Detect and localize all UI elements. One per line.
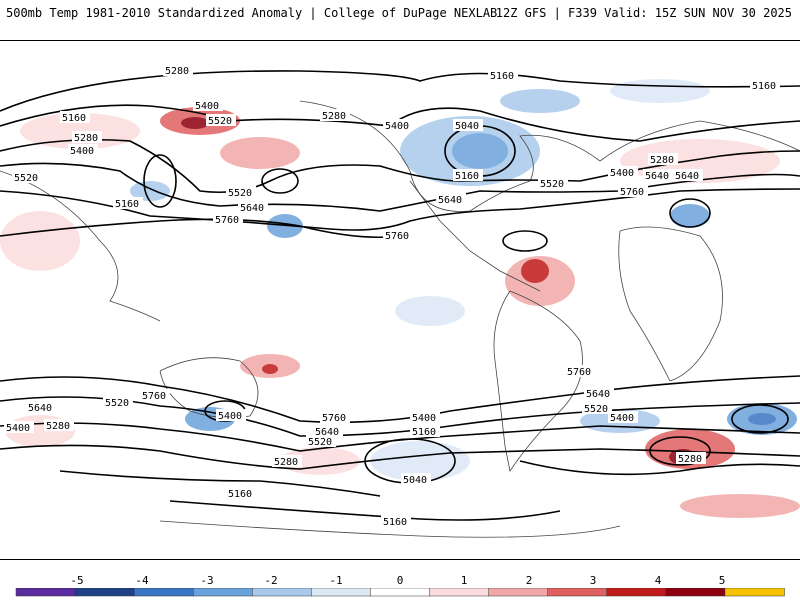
contour-label: 5400	[70, 146, 94, 157]
contour-label: 5400	[195, 101, 219, 112]
contour-label: 5280	[274, 457, 298, 468]
colorbar-tick: 5	[718, 574, 726, 587]
contour-label: 5400	[385, 121, 409, 132]
contour-label: 5280	[650, 155, 674, 166]
contour-label: 5160	[412, 427, 436, 438]
contour-label: 5400	[412, 413, 436, 424]
contour-label: 5640	[586, 389, 610, 400]
map-canvas: 5280 5160 5400 5280 5160 5520 5400 5280 …	[0, 64, 800, 538]
colorbar-swatch	[252, 588, 313, 597]
contour-label: 5280	[165, 66, 189, 77]
contour-label: 5040	[403, 475, 427, 486]
contour-label: 5280	[678, 454, 702, 465]
colorbar-tick: 2	[525, 574, 533, 587]
header: 500mb Temp 1981-2010 Standardized Anomal…	[0, 0, 800, 28]
contour-label: 5760	[385, 231, 409, 242]
contour-label: 5160	[62, 113, 86, 124]
colorbar-ticks: -5 -4 -3 -2 -1 0 1 2 3 4 5	[0, 574, 800, 587]
contour-label: 5520	[308, 437, 332, 448]
contour-label: 5760	[142, 391, 166, 402]
contour-label: 5520	[540, 179, 564, 190]
run-info: 12Z GFS | F339 Valid: 15Z SUN NOV 30 202…	[495, 6, 792, 20]
contour-label: 5280	[46, 421, 70, 432]
contour-label: 5760	[322, 413, 346, 424]
colorbar-swatch	[370, 588, 431, 597]
contour-label: 5400	[610, 168, 634, 179]
contour-label: 5640	[240, 203, 264, 214]
colorbar-swatch	[74, 588, 135, 597]
colorbar-swatch	[665, 588, 726, 597]
colorbar-tick: -2	[264, 574, 278, 587]
colorbar-swatch	[133, 588, 194, 597]
colorbar	[15, 588, 785, 597]
contour-label: 5400	[218, 411, 242, 422]
coastlines	[0, 100, 800, 538]
contour-label: 5040	[455, 121, 479, 132]
contour-label: 5160	[115, 199, 139, 210]
contour-label: 5160	[383, 517, 407, 528]
map-title: 500mb Temp 1981-2010 Standardized Anomal…	[6, 6, 498, 20]
contour-label: 5520	[228, 188, 252, 199]
contour-label: 5280	[74, 133, 98, 144]
contour-label: 5520	[208, 116, 232, 127]
colorbar-swatch	[311, 588, 372, 597]
contour-label: 5520	[584, 404, 608, 415]
contour-label: 5400	[6, 423, 30, 434]
colorbar-swatch	[192, 588, 254, 597]
anomaly-shading	[0, 79, 800, 518]
contour-label: 5160	[228, 489, 252, 500]
contour-label: 5160	[490, 71, 514, 82]
contour-label: 5160	[455, 171, 479, 182]
colorbar-swatch	[15, 588, 76, 597]
colorbar-tick: -1	[329, 574, 343, 587]
colorbar-tick: -4	[135, 574, 149, 587]
anomaly-map: 5280 5160 5400 5280 5160 5520 5400 5280 …	[0, 40, 800, 560]
contour-label: 5280	[322, 111, 346, 122]
contour-label: 5520	[14, 173, 38, 184]
colorbar-swatch	[488, 588, 549, 597]
contour-label: 5640	[675, 171, 699, 182]
contour-label: 5640	[438, 195, 462, 206]
contour-label: 5160	[752, 81, 776, 92]
contour-label: 5760	[567, 367, 591, 378]
colorbar-tick: 0	[396, 574, 404, 587]
colorbar-tick: -5	[70, 574, 84, 587]
contour-label: 5760	[620, 187, 644, 198]
contour-label: 5640	[645, 171, 669, 182]
colorbar-swatch	[429, 588, 490, 597]
colorbar-tick: -3	[200, 574, 214, 587]
colorbar-tick: 1	[460, 574, 468, 587]
contour-label: 5640	[28, 403, 52, 414]
contour-label: 5640	[315, 427, 339, 438]
colorbar-tick: 3	[589, 574, 597, 587]
colorbar-swatch	[547, 588, 608, 597]
contour-label: 5400	[610, 413, 634, 424]
colorbar-tick: 4	[654, 574, 662, 587]
colorbar-swatch	[724, 588, 785, 597]
contour-labels: 5280 5160 5400 5280 5160 5520 5400 5280 …	[4, 64, 780, 528]
contour-label: 5520	[105, 398, 129, 409]
contour-label: 5760	[215, 215, 239, 226]
colorbar-swatch	[606, 588, 667, 597]
